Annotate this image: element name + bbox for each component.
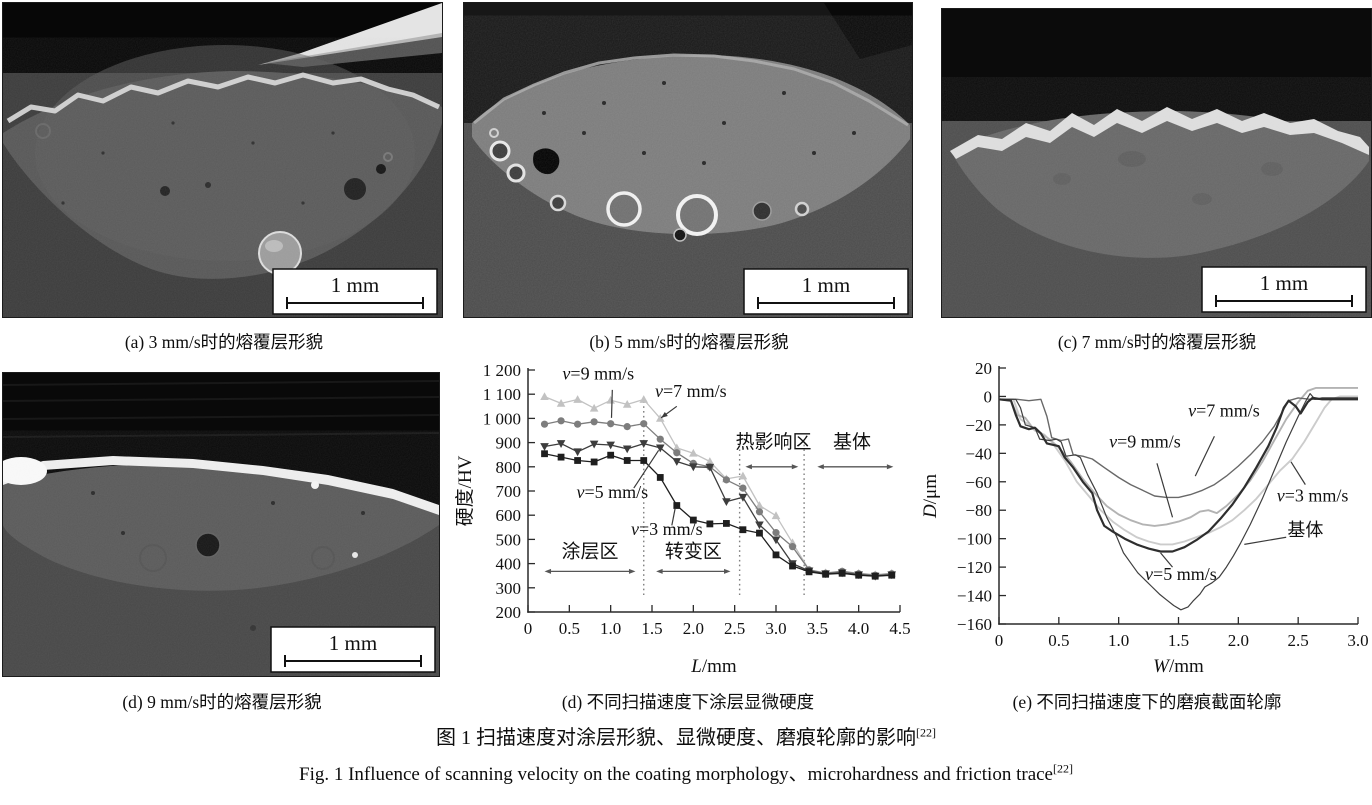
svg-text:v=9 mm/s: v=9 mm/s [562,364,634,384]
svg-text:v=3 mm/s: v=3 mm/s [631,519,703,539]
svg-text:v=3 mm/s: v=3 mm/s [1277,486,1349,506]
figure-caption-zh-ref: [22] [916,725,936,740]
sem-image-b: 1 mm [464,3,912,317]
scale-bar-label: 1 mm [329,631,377,655]
svg-text:1.0: 1.0 [1108,631,1129,650]
svg-text:v=7 mm/s: v=7 mm/s [655,381,727,401]
sem-image-c: 1 mm [942,9,1371,317]
svg-text:2.5: 2.5 [1288,631,1309,650]
caption-panel-d-chart: (d) 不同扫描速度下涂层显微硬度 [561,692,815,712]
svg-text:v=7 mm/s: v=7 mm/s [1188,400,1260,420]
svg-text:基体: 基体 [833,431,871,453]
svg-text:4.0: 4.0 [848,619,869,638]
svg-text:1 000: 1 000 [483,409,521,428]
svg-text:W/mm: W/mm [1153,656,1204,677]
svg-text:20: 20 [975,359,992,378]
svg-text:3.0: 3.0 [765,619,786,638]
svg-text:基体: 基体 [1287,520,1323,540]
figure-caption-en-text: Fig. 1 Influence of scanning velocity on… [299,764,1053,785]
sem-panel-a: 1 mm [2,2,443,318]
svg-text:900: 900 [496,434,522,453]
figure-caption-en-ref: [22] [1052,761,1073,776]
svg-text:200: 200 [496,603,522,622]
svg-text:热影响区: 热影响区 [736,431,812,453]
svg-text:硬度/HV: 硬度/HV [454,455,476,526]
svg-text:−160: −160 [957,615,992,634]
chart-wear-profile: −160 −140 −120 −100 −80 −60 −40 −20 0 20 0 0.5 1.0 1.… [920,359,1369,677]
svg-text:1.5: 1.5 [641,619,662,638]
svg-text:3.5: 3.5 [807,619,828,638]
svg-text:v=5 mm/s: v=5 mm/s [576,482,648,502]
svg-text:2.0: 2.0 [1228,631,1249,650]
sem-image-d: 1 mm [0,373,440,676]
svg-text:0.5: 0.5 [559,619,580,638]
figure-caption-zh-text: 图 1 扫描速度对涂层形貌、显微硬度、磨痕轮廓的影响 [436,727,916,749]
caption-panel-c: (c) 7 mm/s时的熔覆层形貌 [1057,332,1257,352]
svg-text:−80: −80 [965,501,992,520]
sem-d-striations [2,380,440,438]
svg-text:2.5: 2.5 [724,619,745,638]
figure-caption-zh: 图 1 扫描速度对涂层形貌、显微硬度、磨痕轮廓的影响[22] [436,721,936,750]
svg-text:−60: −60 [965,473,992,492]
sem-panel-c: 1 mm [941,8,1372,318]
svg-text:转变区: 转变区 [665,541,722,563]
caption-panel-d-sem: (d) 9 mm/s时的熔覆层形貌 [122,692,322,712]
svg-text:2.0: 2.0 [683,619,704,638]
scale-bar-label: 1 mm [802,273,850,297]
svg-text:300: 300 [496,579,522,598]
svg-text:1.0: 1.0 [600,619,621,638]
sem-image-a: 1 mm [3,3,442,317]
sem-panel-d: 1 mm [0,372,440,677]
scale-bar-label: 1 mm [1260,271,1308,295]
svg-text:−100: −100 [957,530,992,549]
svg-text:400: 400 [496,555,522,574]
svg-text:3.0: 3.0 [1347,631,1368,650]
svg-text:1 100: 1 100 [483,385,521,404]
svg-text:500: 500 [496,530,522,549]
svg-text:0: 0 [995,631,1004,650]
svg-text:−140: −140 [957,587,992,606]
svg-text:涂层区: 涂层区 [561,541,618,563]
caption-panel-a: (a) 3 mm/s时的熔覆层形貌 [124,332,324,352]
svg-text:4.5: 4.5 [889,619,910,638]
scale-bar: 1 mm [1201,266,1367,313]
svg-text:0: 0 [984,387,993,406]
sem-panel-b: 1 mm [463,2,913,318]
svg-text:v=9 mm/s: v=9 mm/s [1109,432,1181,452]
svg-text:−40: −40 [965,444,992,463]
svg-text:−20: −20 [965,416,992,435]
svg-text:D/μm: D/μm [920,474,941,519]
svg-text:600: 600 [496,506,522,525]
svg-text:700: 700 [496,482,522,501]
svg-text:−120: −120 [957,558,992,577]
figure-caption-en: Fig. 1 Influence of scanning velocity on… [299,759,1073,786]
svg-text:0: 0 [524,619,533,638]
svg-text:800: 800 [496,458,522,477]
scale-bar: 1 mm [270,626,436,673]
svg-text:v=5 mm/s: v=5 mm/s [1145,564,1217,584]
svg-text:1 200: 1 200 [483,361,521,380]
caption-panel-e-chart: (e) 不同扫描速度下的磨痕截面轮廓 [1012,692,1282,712]
scale-bar: 1 mm [272,268,438,315]
svg-text:L/mm: L/mm [690,656,737,677]
svg-text:1.5: 1.5 [1168,631,1189,650]
caption-panel-b: (b) 5 mm/s时的熔覆层形貌 [589,332,789,352]
svg-text:0.5: 0.5 [1048,631,1069,650]
chart-microhardness: 200 300 400 500 600 700 800 900 1 000 1 100 1 200 0… [454,361,911,677]
scale-bar-label: 1 mm [331,273,379,297]
scale-bar: 1 mm [743,268,909,315]
